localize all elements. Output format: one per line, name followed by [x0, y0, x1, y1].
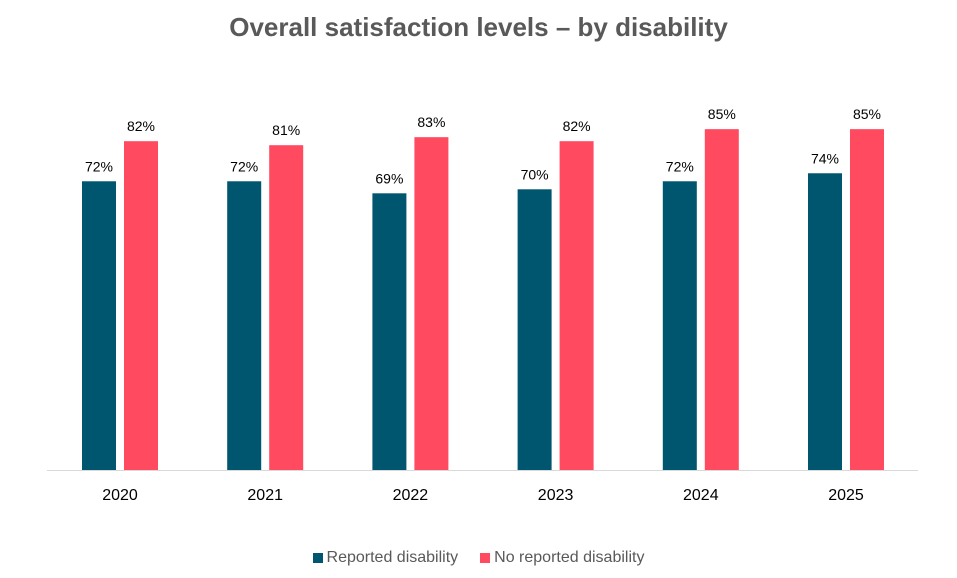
bar-reported-2024: [662, 181, 697, 470]
data-label: 82%: [563, 118, 591, 134]
legend-label: Reported disability: [326, 549, 459, 566]
data-label: 72%: [230, 158, 258, 174]
legend-item-no-reported-disability: No reported disability: [480, 549, 644, 567]
bar-no-reported-2025: [850, 129, 884, 470]
data-label: 83%: [417, 114, 445, 130]
bar-no-reported-2024: [704, 129, 739, 470]
x-tick-label: 2022: [393, 487, 429, 504]
data-label: 69%: [375, 170, 403, 186]
data-label: 72%: [666, 158, 694, 174]
legend: Reported disability No reported disabili…: [0, 549, 957, 567]
bar-reported-2022: [372, 193, 407, 470]
data-label: 85%: [708, 106, 736, 122]
x-tick-label: 2021: [247, 487, 283, 504]
bar-reported-2023: [517, 189, 552, 471]
data-label: 82%: [127, 118, 155, 134]
data-label: 70%: [521, 166, 549, 182]
x-tick-label: 2023: [538, 487, 574, 504]
bar-no-reported-2020: [124, 141, 158, 470]
bar-no-reported-2022: [414, 137, 449, 471]
legend-item-reported-disability: Reported disability: [312, 549, 459, 567]
data-label: 74%: [811, 150, 839, 166]
x-tick-label: 2024: [683, 487, 719, 504]
bar-no-reported-2023: [559, 141, 594, 470]
bar-reported-2025: [808, 173, 842, 470]
data-label: 72%: [85, 158, 113, 174]
legend-swatch-reported: [312, 553, 323, 563]
legend-label: No reported disability: [494, 549, 645, 566]
data-label: 85%: [853, 106, 881, 122]
bar-reported-2021: [227, 181, 262, 470]
data-label: 81%: [272, 122, 300, 138]
x-tick-label: 2025: [828, 487, 864, 504]
chart-title: Overall satisfaction levels – by disabil…: [229, 12, 728, 42]
bar-no-reported-2021: [269, 145, 304, 470]
x-tick-label: 2020: [102, 487, 138, 504]
legend-swatch-no-reported: [480, 553, 491, 563]
bar-reported-2020: [82, 181, 116, 470]
